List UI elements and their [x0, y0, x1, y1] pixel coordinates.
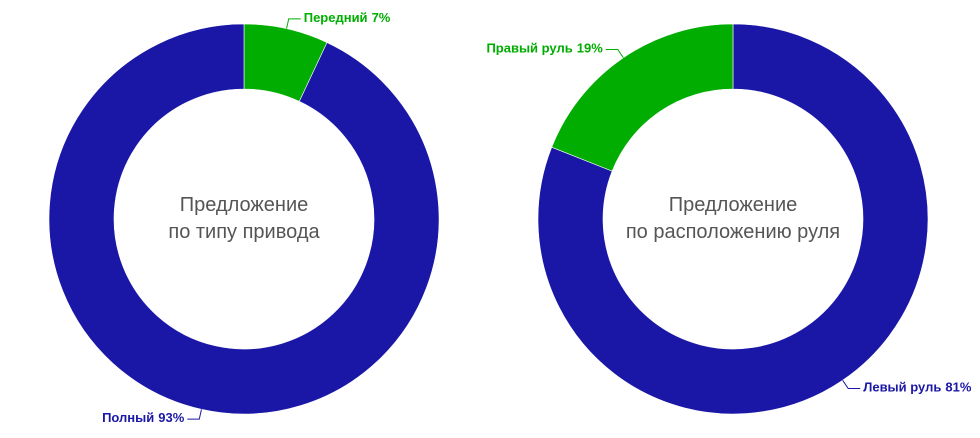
data-label: Левый руль 81%: [863, 380, 972, 395]
center-text: по расположению руля: [626, 221, 840, 243]
label-name: Правый руль: [486, 41, 572, 56]
leader-line: [842, 379, 861, 390]
slice: [537, 23, 929, 415]
leader-line: [187, 409, 202, 420]
slice: [48, 23, 440, 415]
label-name: Передний: [304, 10, 368, 25]
label-name: Левый руль: [863, 380, 941, 395]
data-label: Полный 93%: [102, 411, 185, 426]
leader-line: [286, 18, 301, 29]
label-value: 93%: [158, 411, 184, 426]
center-text: Предложение: [180, 194, 309, 216]
data-label: Передний 7%: [304, 10, 391, 25]
center-text: Предложение: [669, 194, 798, 216]
data-label: Правый руль 19%: [486, 41, 603, 56]
label-value: 19%: [577, 41, 603, 56]
leader-line: [605, 48, 624, 59]
label-value: 7%: [372, 10, 391, 25]
label-name: Полный: [102, 411, 154, 426]
center-text: по типу привода: [168, 221, 320, 243]
slice: [551, 23, 734, 172]
label-value: 81%: [945, 380, 971, 395]
